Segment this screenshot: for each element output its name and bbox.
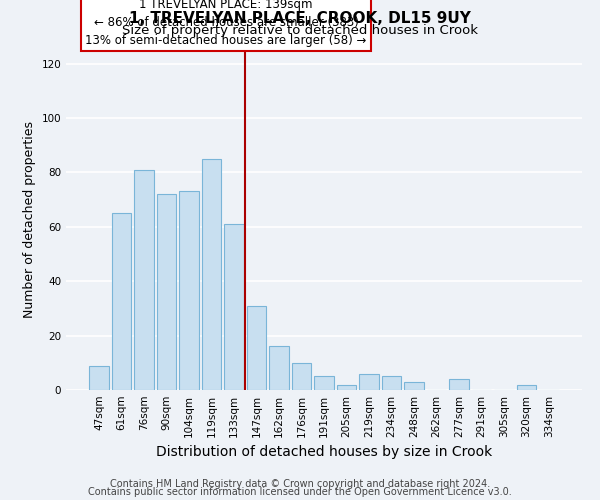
Bar (269, 346, 289, 390)
Bar (404, 382, 424, 390)
Bar (292, 363, 311, 390)
Bar (449, 379, 469, 390)
Bar (247, 306, 266, 390)
Text: 1, TREVELYAN PLACE, CROOK, DL15 9UY: 1, TREVELYAN PLACE, CROOK, DL15 9UY (129, 11, 471, 26)
Text: Contains public sector information licensed under the Open Government Licence v3: Contains public sector information licen… (88, 487, 512, 497)
Bar (224, 224, 244, 390)
Y-axis label: Number of detached properties: Number of detached properties (23, 122, 36, 318)
Bar (134, 170, 154, 390)
Bar (314, 376, 334, 390)
Bar (157, 194, 176, 390)
Bar (337, 384, 356, 390)
Bar (112, 213, 131, 390)
Text: Size of property relative to detached houses in Crook: Size of property relative to detached ho… (122, 24, 478, 37)
Text: 1 TREVELYAN PLACE: 139sqm
← 86% of detached houses are smaller (383)
13% of semi: 1 TREVELYAN PLACE: 139sqm ← 86% of detac… (85, 0, 367, 46)
Text: Contains HM Land Registry data © Crown copyright and database right 2024.: Contains HM Land Registry data © Crown c… (110, 479, 490, 489)
Bar (359, 374, 379, 390)
Bar (517, 384, 536, 390)
Bar (202, 159, 221, 390)
Bar (382, 376, 401, 390)
X-axis label: Distribution of detached houses by size in Crook: Distribution of detached houses by size … (156, 446, 492, 460)
Bar (89, 366, 109, 390)
Bar (179, 192, 199, 390)
